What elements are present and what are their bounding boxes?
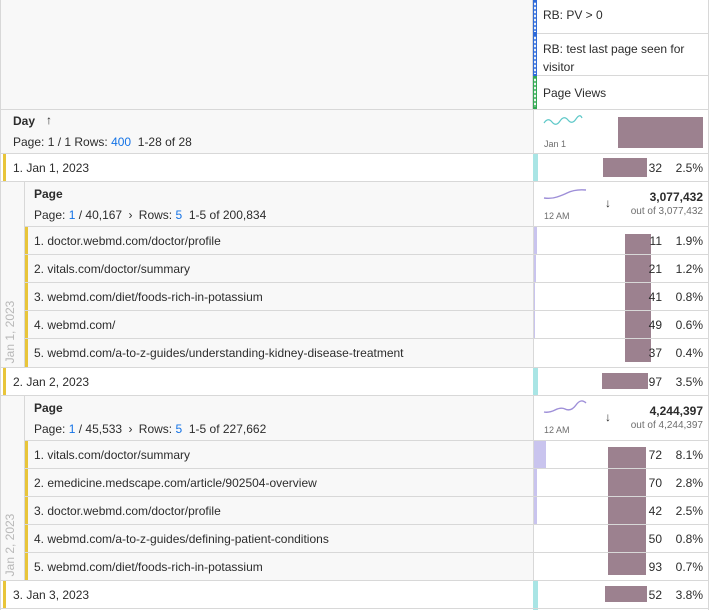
- dimension-pager: Page: 1 / 1 Rows: 400 1-28 of 28: [13, 135, 192, 149]
- row-color-bar: [25, 441, 28, 580]
- day-row-label[interactable]: 2. Jan 2, 2023: [13, 375, 90, 389]
- segment-cell: [533, 311, 535, 338]
- page-row-label[interactable]: 1. doctor.webmd.com/doctor/profile: [34, 234, 221, 248]
- dimension-title[interactable]: Day: [13, 114, 36, 128]
- row-percent: 2.5%: [675, 161, 703, 175]
- page-row-label[interactable]: 3. webmd.com/diet/foods-rich-in-potassiu…: [34, 290, 263, 304]
- row-value: 37: [648, 346, 662, 360]
- row-color-bar: [25, 227, 28, 367]
- rows-per-page-select[interactable]: 5: [175, 422, 183, 436]
- row-value: 70: [648, 476, 662, 490]
- segment-cell: [533, 227, 537, 254]
- nested-total-of: out of 4,244,397: [630, 420, 703, 431]
- row-percent: 1.2%: [675, 262, 703, 276]
- row-percent: 0.8%: [675, 532, 703, 546]
- metric-header-page-views[interactable]: Page Views: [533, 76, 709, 109]
- nested-total-of: out of 3,077,432: [630, 206, 703, 217]
- rows-per-page-select[interactable]: 5: [175, 208, 183, 222]
- page-row-label[interactable]: 3. doctor.webmd.com/doctor/profile: [34, 504, 221, 518]
- nested-pager: Page: 1 / 40,167 › Rows: 5 1-5 of 200,83…: [34, 208, 267, 222]
- sparkline-icon: [543, 400, 587, 413]
- row-value: 49: [648, 318, 662, 332]
- arrow-down-icon[interactable]: ↓: [605, 196, 611, 210]
- sparkline-icon: [543, 189, 587, 200]
- chevron-right-icon[interactable]: ›: [128, 208, 133, 222]
- dimension-header: [0, 110, 533, 154]
- row-value: 32: [648, 161, 662, 175]
- sparkline-label: Jan 1: [544, 139, 567, 149]
- page-row-label[interactable]: 5. webmd.com/a-to-z-guides/understanding…: [34, 346, 404, 360]
- row-percent: 8.1%: [675, 448, 703, 462]
- sparkline-label: 12 AM: [544, 425, 570, 435]
- row-color-bar: [3, 368, 6, 395]
- day-row-label[interactable]: 1. Jan 1, 2023: [13, 161, 90, 175]
- row-value: 11: [649, 234, 662, 248]
- page-row-label[interactable]: 2. emedicine.medscape.com/article/902504…: [34, 476, 317, 490]
- nested-total: 3,077,432: [649, 190, 703, 204]
- row-value: 72: [648, 448, 662, 462]
- row-value: 41: [648, 290, 662, 304]
- nested-breakdown: [0, 182, 533, 368]
- page-row-label[interactable]: 1. vitals.com/doctor/summary: [34, 448, 191, 462]
- page-row-label[interactable]: 4. webmd.com/a-to-z-guides/defining-pati…: [34, 532, 329, 546]
- row-percent: 0.8%: [675, 290, 703, 304]
- page-row-label[interactable]: 5. webmd.com/diet/foods-rich-in-potassiu…: [34, 560, 263, 574]
- nested-total: 4,244,397: [649, 404, 703, 418]
- segment-cell: [533, 441, 546, 468]
- segment-cell: [533, 581, 538, 610]
- chevron-right-icon[interactable]: ›: [128, 422, 133, 436]
- row-percent: 0.4%: [675, 346, 703, 360]
- drag-handle-icon[interactable]: [534, 36, 536, 74]
- nested-pager: Page: 1 / 45,533 › Rows: 5 1-5 of 227,66…: [34, 422, 267, 436]
- arrow-up-icon[interactable]: ↑: [46, 113, 52, 127]
- row-percent: 1.9%: [675, 234, 703, 248]
- segment-cell: [533, 469, 537, 496]
- row-value: 21: [648, 262, 662, 276]
- segment-cell: [533, 497, 537, 524]
- table-header-blank: [0, 0, 533, 109]
- row-value: 52: [648, 588, 662, 602]
- row-percent: 0.6%: [675, 318, 703, 332]
- row-value: 50: [648, 532, 662, 546]
- page-number-input[interactable]: 1: [68, 422, 76, 436]
- segment-header-pv[interactable]: RB: PV > 0: [533, 0, 709, 34]
- nested-dimension-title[interactable]: Page: [34, 187, 63, 201]
- row-percent: 2.5%: [675, 504, 703, 518]
- nested-breakdown: [0, 396, 533, 580]
- vertical-day-label: Jan 2, 2023: [3, 513, 17, 577]
- drag-handle-icon[interactable]: [534, 2, 536, 32]
- value-bar: [603, 158, 647, 177]
- row-color-bar: [3, 154, 6, 181]
- row-percent: 3.5%: [675, 375, 703, 389]
- day-row-label[interactable]: 3. Jan 3, 2023: [13, 588, 90, 602]
- rows-per-page-select[interactable]: 400: [111, 135, 132, 149]
- value-bar: [605, 586, 647, 602]
- drag-handle-icon[interactable]: [534, 78, 536, 107]
- value-bar-stack: [625, 234, 651, 362]
- page-number-input[interactable]: 1: [68, 208, 76, 222]
- sparkline-icon: [543, 115, 583, 125]
- segment-header-test-last-page[interactable]: RB: test last page seen for visitor: [533, 34, 709, 76]
- row-color-bar: [3, 581, 6, 608]
- total-bar: [618, 117, 703, 148]
- arrow-down-icon[interactable]: ↓: [605, 410, 611, 424]
- sparkline-label: 12 AM: [544, 211, 570, 221]
- segment-cell: [533, 255, 536, 282]
- segment-cell: [533, 154, 538, 181]
- row-percent: 0.7%: [675, 560, 703, 574]
- page-row-label[interactable]: 4. webmd.com/: [34, 318, 116, 332]
- segment-cell: [533, 368, 538, 395]
- vertical-day-label: Jan 1, 2023: [3, 300, 17, 364]
- row-percent: 3.8%: [675, 588, 703, 602]
- row-value: 97: [648, 375, 662, 389]
- row-percent: 2.8%: [675, 476, 703, 490]
- nested-dimension-title[interactable]: Page: [34, 401, 63, 415]
- segment-cell: [533, 283, 535, 310]
- row-value: 93: [648, 560, 662, 574]
- value-bar: [602, 373, 648, 389]
- page-row-label[interactable]: 2. vitals.com/doctor/summary: [34, 262, 191, 276]
- row-value: 42: [648, 504, 662, 518]
